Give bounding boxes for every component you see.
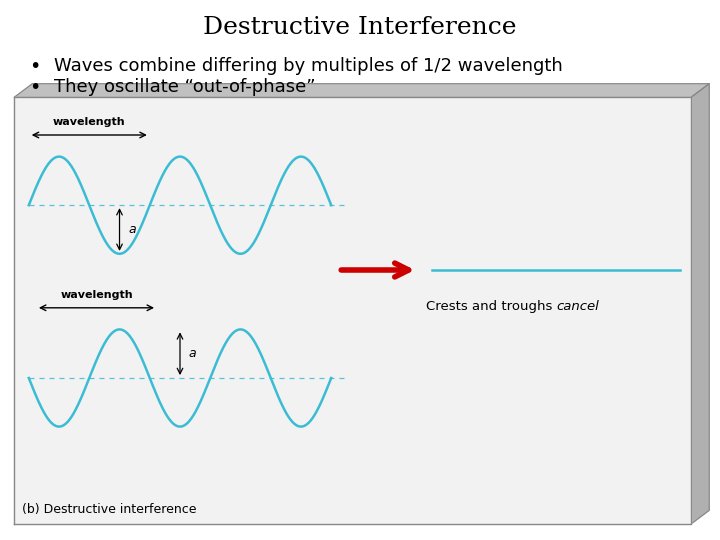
Text: wavelength: wavelength: [60, 289, 132, 300]
Text: a: a: [128, 223, 136, 236]
Text: They oscillate “out-of-phase”: They oscillate “out-of-phase”: [54, 78, 315, 96]
Polygon shape: [14, 84, 709, 97]
Text: a: a: [189, 347, 197, 360]
Text: cancel: cancel: [556, 300, 599, 313]
Text: Destructive Interference: Destructive Interference: [203, 16, 517, 39]
Text: wavelength: wavelength: [53, 117, 125, 127]
Text: •: •: [29, 57, 40, 76]
Text: (b) Destructive interference: (b) Destructive interference: [22, 503, 196, 516]
Polygon shape: [691, 84, 709, 524]
Text: Crests and troughs: Crests and troughs: [426, 300, 556, 313]
Text: •: •: [29, 78, 40, 97]
Polygon shape: [14, 97, 691, 524]
Text: Waves combine differing by multiples of 1/2 wavelength: Waves combine differing by multiples of …: [54, 57, 563, 75]
